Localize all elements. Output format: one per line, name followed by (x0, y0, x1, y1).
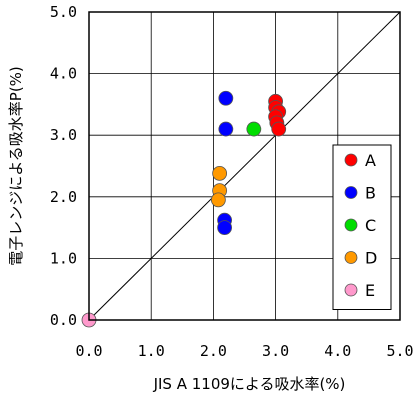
data-point-c (246, 121, 262, 137)
legend-label-c: C (365, 216, 376, 235)
x-tick-label: 1.0 (138, 342, 165, 360)
legend-label-a: A (365, 151, 376, 170)
y-tick-label: 3.0 (50, 126, 77, 144)
y-tick-label: 2.0 (50, 188, 77, 206)
y-axis-label: 電子レンジによる吸水率P(%) (7, 66, 25, 266)
data-point-a (271, 121, 287, 137)
y-tick-label: 5.0 (50, 3, 77, 21)
data-points (81, 90, 287, 328)
data-point-d (210, 192, 226, 208)
data-point-d (212, 165, 228, 181)
data-point-b (217, 220, 232, 236)
x-tick-label: 3.0 (262, 342, 289, 360)
x-tick-label: 2.0 (200, 342, 227, 360)
x-tick-label: 4.0 (324, 342, 351, 360)
y-tick-label: 0.0 (50, 311, 77, 329)
x-tick-labels: 0.0 1.0 2.0 3.0 4.0 5.0 (75, 342, 413, 360)
legend-label-d: D (365, 249, 377, 268)
y-tick-label: 4.0 (50, 65, 77, 83)
reference-line-y-equals-x (88, 11, 401, 321)
plot-frame (88, 11, 401, 321)
data-point-b (218, 121, 234, 137)
legend-marker-c (344, 218, 358, 232)
legend-marker-b (344, 186, 358, 199)
legend-marker-d (344, 251, 358, 264)
legend-marker-a (344, 153, 358, 167)
x-tick-label: 5.0 (386, 342, 413, 360)
y-tick-label: 1.0 (50, 249, 77, 267)
y-tick-labels: 0.0 1.0 2.0 3.0 4.0 5.0 (50, 3, 77, 329)
legend-label-e: E (365, 281, 375, 300)
legend-label-b: B (365, 184, 376, 203)
x-tick-label: 0.0 (75, 342, 102, 360)
x-axis-label: JIS A 1109による吸水率(%) (153, 375, 346, 393)
legend-box (332, 144, 392, 310)
data-point-b (218, 90, 234, 106)
legend-marker-e (344, 283, 358, 297)
